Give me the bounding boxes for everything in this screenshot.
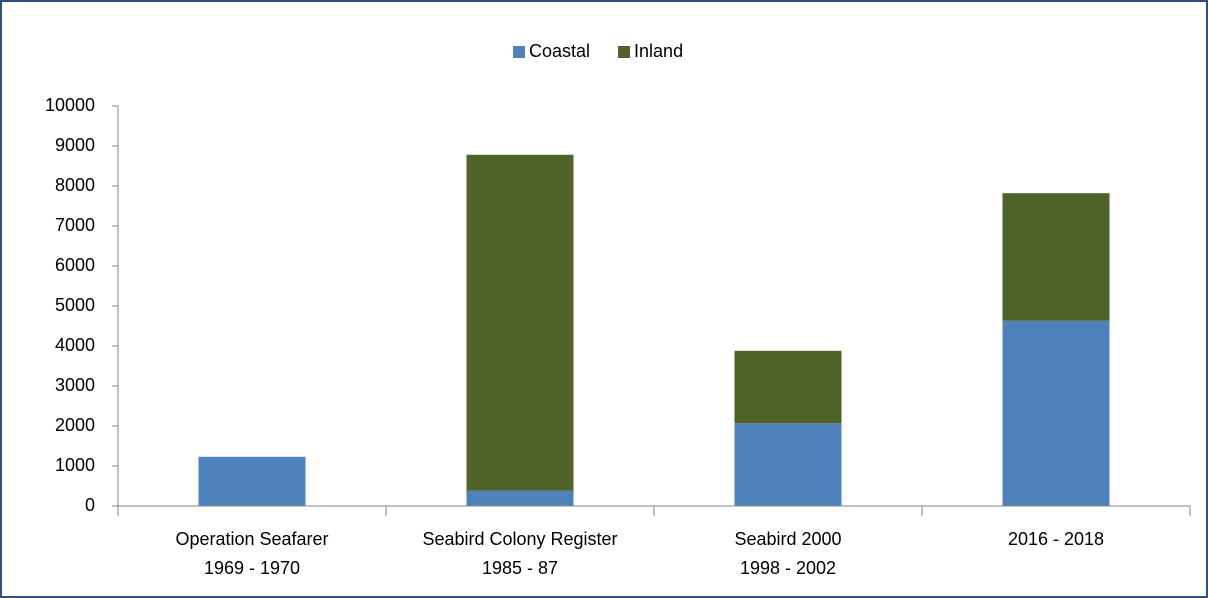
y-tick-label: 1000 xyxy=(55,455,95,475)
bar-segment xyxy=(734,423,842,506)
bar-segment xyxy=(198,456,306,506)
legend-swatch xyxy=(618,46,631,58)
y-tick-label: 9000 xyxy=(55,135,95,155)
y-tick-label: 0 xyxy=(85,495,95,515)
y-tick-label: 4000 xyxy=(55,335,95,355)
x-tick-label: 2016 - 2018 xyxy=(1008,529,1104,549)
bar-segment xyxy=(734,350,842,424)
x-tick-label: Operation Seafarer xyxy=(175,529,328,549)
x-tick-label: 1985 - 87 xyxy=(482,558,558,578)
y-tick-label: 8000 xyxy=(55,175,95,195)
legend-label: Coastal xyxy=(529,41,590,61)
bar-segment xyxy=(466,490,574,506)
bar-segment xyxy=(466,154,574,491)
legend-label: Inland xyxy=(634,41,683,61)
bar-segment xyxy=(1002,193,1110,321)
legend-swatch xyxy=(513,46,525,58)
y-tick-label: 6000 xyxy=(55,255,95,275)
x-tick-label: Seabird 2000 xyxy=(734,529,841,549)
bar-segment xyxy=(1002,320,1110,506)
y-tick-label: 2000 xyxy=(55,415,95,435)
y-tick-label: 7000 xyxy=(55,215,95,235)
x-tick-label: Seabird Colony Register xyxy=(422,529,617,549)
x-tick-label: 1998 - 2002 xyxy=(740,558,836,578)
y-tick-label: 3000 xyxy=(55,375,95,395)
y-tick-label: 10000 xyxy=(45,95,95,115)
x-tick-label: 1969 - 1970 xyxy=(204,558,300,578)
y-tick-label: 5000 xyxy=(55,295,95,315)
